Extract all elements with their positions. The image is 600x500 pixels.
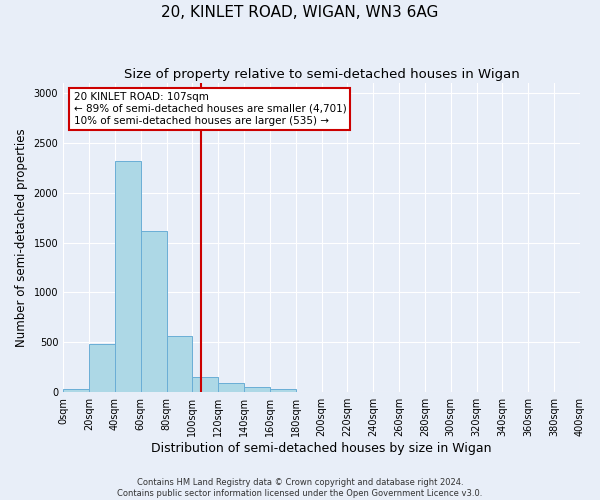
Bar: [167, 336, 193, 392]
Bar: [244, 386, 270, 392]
Bar: [89, 344, 115, 392]
X-axis label: Distribution of semi-detached houses by size in Wigan: Distribution of semi-detached houses by …: [151, 442, 492, 455]
Title: Size of property relative to semi-detached houses in Wigan: Size of property relative to semi-detach…: [124, 68, 520, 80]
Bar: [140, 230, 167, 392]
Bar: [270, 388, 296, 392]
Bar: [115, 161, 140, 392]
Bar: [218, 383, 244, 392]
Y-axis label: Number of semi-detached properties: Number of semi-detached properties: [15, 128, 28, 347]
Text: 20, KINLET ROAD, WIGAN, WN3 6AG: 20, KINLET ROAD, WIGAN, WN3 6AG: [161, 5, 439, 20]
Text: 20 KINLET ROAD: 107sqm
← 89% of semi-detached houses are smaller (4,701)
10% of : 20 KINLET ROAD: 107sqm ← 89% of semi-det…: [74, 92, 346, 126]
Bar: [63, 389, 89, 392]
Bar: [193, 377, 218, 392]
Text: Contains HM Land Registry data © Crown copyright and database right 2024.
Contai: Contains HM Land Registry data © Crown c…: [118, 478, 482, 498]
